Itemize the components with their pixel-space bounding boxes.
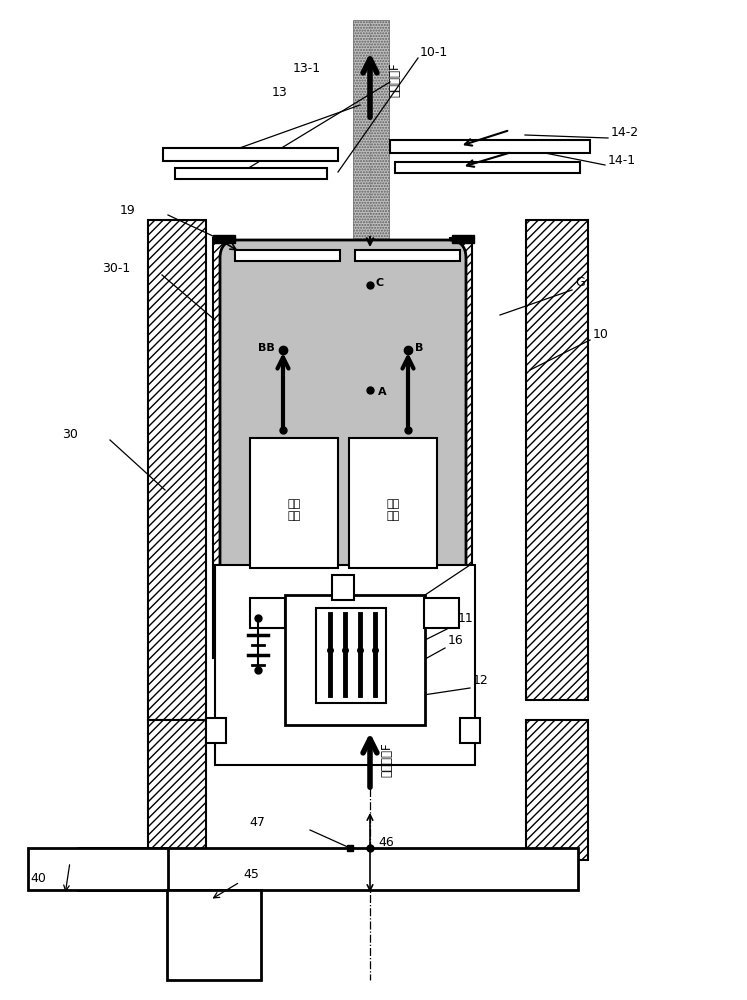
- Text: 30: 30: [62, 428, 78, 442]
- Bar: [163, 148, 338, 161]
- Text: B: B: [415, 343, 424, 353]
- Text: 11: 11: [458, 611, 474, 624]
- Bar: [213, 238, 235, 658]
- Text: 10: 10: [593, 328, 609, 342]
- Bar: [390, 140, 590, 153]
- Text: 30-1: 30-1: [102, 261, 130, 274]
- Bar: [353, 20, 389, 250]
- Text: 外部
磁场: 外部 磁场: [288, 499, 300, 521]
- Bar: [78, 848, 578, 890]
- Text: A: A: [378, 387, 387, 397]
- Bar: [349, 438, 437, 568]
- Bar: [213, 235, 235, 243]
- Bar: [460, 718, 480, 743]
- Bar: [28, 848, 168, 890]
- Text: 19: 19: [120, 204, 135, 217]
- Text: C: C: [375, 278, 383, 288]
- Text: 40: 40: [30, 871, 46, 884]
- Bar: [175, 168, 327, 179]
- Text: 14-2: 14-2: [611, 125, 639, 138]
- Bar: [316, 608, 386, 703]
- Text: 外部
磁场: 外部 磁场: [386, 499, 400, 521]
- Bar: [215, 565, 475, 765]
- Bar: [395, 162, 580, 173]
- Text: 45: 45: [243, 868, 259, 882]
- Bar: [167, 890, 261, 980]
- Bar: [250, 438, 338, 568]
- Text: 47: 47: [249, 816, 265, 830]
- Bar: [148, 720, 206, 860]
- Bar: [526, 720, 588, 860]
- Text: 外部磁场F: 外部磁场F: [388, 63, 401, 97]
- FancyBboxPatch shape: [220, 240, 466, 606]
- Bar: [250, 598, 285, 628]
- Bar: [332, 575, 354, 600]
- Bar: [526, 220, 588, 700]
- Bar: [424, 598, 459, 628]
- Text: BB: BB: [258, 343, 275, 353]
- Bar: [452, 235, 474, 243]
- Bar: [285, 595, 425, 725]
- Text: 46: 46: [378, 836, 394, 848]
- Bar: [355, 250, 460, 261]
- Bar: [235, 250, 340, 261]
- Text: 16: 16: [448, 634, 464, 647]
- Text: 14-1: 14-1: [608, 153, 636, 166]
- Text: 12: 12: [473, 674, 489, 686]
- Text: 13: 13: [272, 87, 288, 100]
- Bar: [450, 238, 472, 638]
- Bar: [206, 718, 226, 743]
- Text: 13-1: 13-1: [293, 62, 321, 75]
- Bar: [148, 220, 206, 720]
- Text: 10-1: 10-1: [420, 45, 448, 58]
- Text: 外部磁场F: 外部磁场F: [380, 743, 393, 777]
- Text: G: G: [575, 276, 585, 290]
